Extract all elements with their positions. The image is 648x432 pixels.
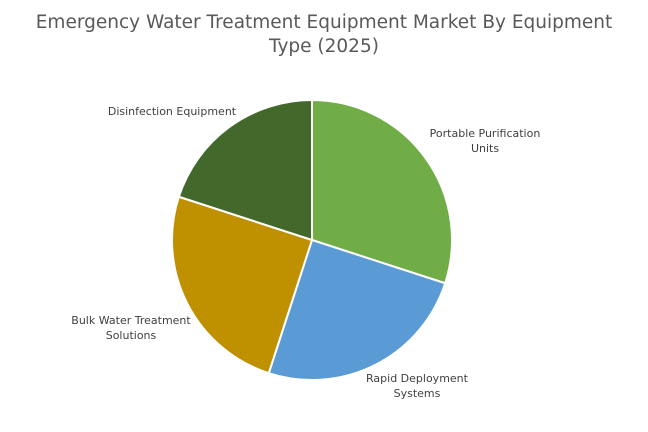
pie-slice-disinfection-equipment [177,99,313,241]
slice-label-bulk-water-treatment-solutions: Bulk Water Treatment Solutions [56,313,206,343]
slice-label-line: Rapid Deployment [366,372,468,385]
slice-label-rapid-deployment-systems: Rapid Deployment Systems [362,371,472,401]
slice-label-line: Disinfection Equipment [107,105,237,118]
pie-slice-rapid-deployment-systems [267,239,447,381]
chart-title-line-1: Emergency Water Treatment Equipment Mark… [35,12,613,33]
slice-label-disinfection-equipment: Disinfection Equipment [92,104,252,119]
slice-label-portable-purification-units: Portable Purification Units [420,126,550,156]
slice-label-line: Systems [393,387,441,400]
pie-slice-portable-purification-units [311,99,453,285]
slice-label-line: Solutions [105,329,157,342]
slice-label-line: Bulk Water Treatment [71,314,191,327]
slice-label-line: Units [470,142,500,155]
pie-slice-bulk-water-treatment-solutions [171,195,313,375]
chart-title-line-2: Type (2025) [269,36,379,57]
slice-label-line: Portable Purification [429,127,541,140]
chart-title: Emergency Water Treatment Equipment Mark… [0,11,648,59]
